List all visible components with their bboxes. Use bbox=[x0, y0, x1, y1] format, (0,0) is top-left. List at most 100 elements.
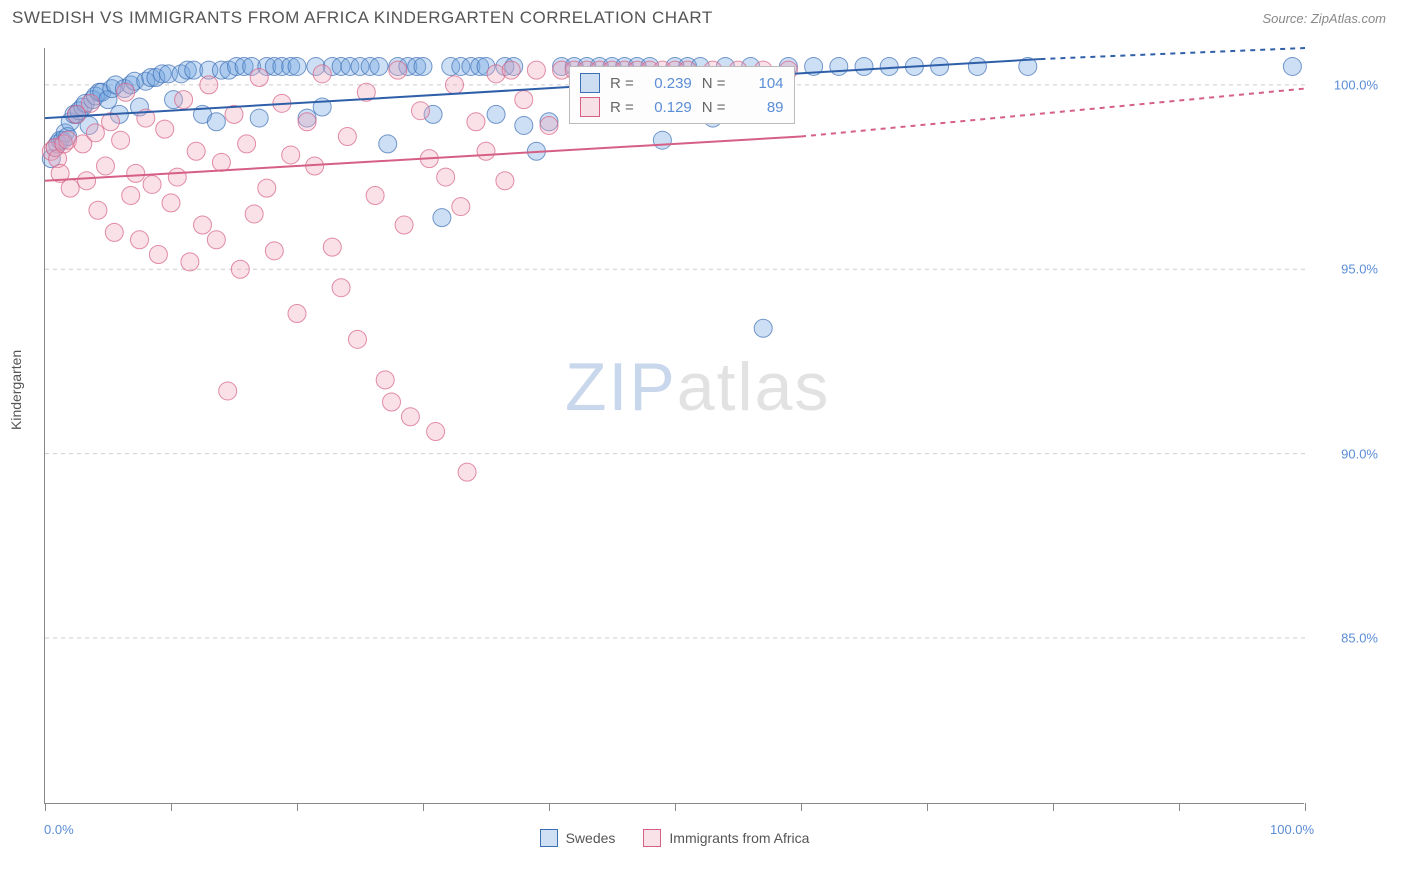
data-point bbox=[830, 57, 848, 75]
data-point bbox=[288, 305, 306, 323]
data-point bbox=[288, 57, 306, 75]
data-point bbox=[1283, 57, 1301, 75]
y-tick-label: 95.0% bbox=[1341, 262, 1378, 277]
stat-r-value: 0.129 bbox=[644, 99, 692, 116]
data-point bbox=[427, 423, 445, 441]
data-point bbox=[89, 201, 107, 219]
x-tick bbox=[1179, 803, 1180, 811]
stat-n-value: 104 bbox=[736, 75, 784, 92]
x-tick bbox=[549, 803, 550, 811]
data-point bbox=[379, 135, 397, 153]
stat-r-label: R = bbox=[610, 75, 634, 92]
data-point bbox=[880, 57, 898, 75]
legend-label: Immigrants from Africa bbox=[669, 830, 809, 846]
trend-line-dashed bbox=[1040, 48, 1305, 59]
data-point bbox=[122, 187, 140, 205]
data-point bbox=[855, 57, 873, 75]
data-point bbox=[540, 116, 558, 134]
data-point bbox=[105, 223, 123, 241]
legend-label: Swedes bbox=[566, 830, 616, 846]
data-point bbox=[168, 168, 186, 186]
data-point bbox=[61, 179, 79, 197]
data-point bbox=[149, 246, 167, 264]
stats-legend-box: R =0.239N =104R =0.129N =89 bbox=[569, 66, 795, 124]
x-tick-label-left: 0.0% bbox=[44, 822, 74, 837]
data-point bbox=[238, 135, 256, 153]
stat-n-label: N = bbox=[702, 75, 726, 92]
data-point bbox=[515, 116, 533, 134]
data-point bbox=[86, 124, 104, 142]
data-point bbox=[112, 131, 130, 149]
data-point bbox=[207, 113, 225, 131]
data-point bbox=[348, 330, 366, 348]
data-point bbox=[78, 172, 96, 190]
data-point bbox=[250, 69, 268, 87]
y-axis-label: Kindergarten bbox=[8, 350, 24, 430]
chart-svg bbox=[45, 48, 1304, 803]
data-point bbox=[437, 168, 455, 186]
x-tick bbox=[1305, 803, 1306, 811]
data-point bbox=[395, 216, 413, 234]
data-point bbox=[931, 57, 949, 75]
data-point bbox=[515, 91, 533, 109]
y-tick-label: 100.0% bbox=[1334, 77, 1378, 92]
stat-n-label: N = bbox=[702, 99, 726, 116]
data-point bbox=[366, 187, 384, 205]
data-point bbox=[313, 65, 331, 83]
data-point bbox=[131, 231, 149, 249]
y-tick-label: 90.0% bbox=[1341, 446, 1378, 461]
trend-line-dashed bbox=[801, 89, 1305, 137]
data-point bbox=[376, 371, 394, 389]
data-point bbox=[265, 242, 283, 260]
legend-bottom: Swedes Immigrants from Africa bbox=[45, 829, 1304, 847]
data-point bbox=[127, 164, 145, 182]
x-tick-label-right: 100.0% bbox=[1270, 822, 1314, 837]
swatch-icon bbox=[580, 97, 600, 117]
data-point bbox=[389, 61, 407, 79]
data-point bbox=[496, 172, 514, 190]
swatch-icon bbox=[643, 829, 661, 847]
x-tick bbox=[927, 803, 928, 811]
source-label: Source: ZipAtlas.com bbox=[1262, 11, 1386, 26]
stat-r-value: 0.239 bbox=[644, 75, 692, 92]
data-point bbox=[81, 94, 99, 112]
swatch-icon bbox=[540, 829, 558, 847]
data-point bbox=[477, 142, 495, 160]
chart-title: SWEDISH VS IMMIGRANTS FROM AFRICA KINDER… bbox=[12, 8, 713, 28]
data-point bbox=[200, 76, 218, 94]
x-tick bbox=[297, 803, 298, 811]
data-point bbox=[338, 128, 356, 146]
data-point bbox=[467, 113, 485, 131]
data-point bbox=[383, 393, 401, 411]
data-point bbox=[156, 120, 174, 138]
data-point bbox=[458, 463, 476, 481]
data-point bbox=[298, 113, 316, 131]
data-point bbox=[754, 319, 772, 337]
data-point bbox=[527, 61, 545, 79]
stat-n-value: 89 bbox=[736, 99, 784, 116]
data-point bbox=[370, 57, 388, 75]
x-tick bbox=[423, 803, 424, 811]
data-point bbox=[117, 83, 135, 101]
data-point bbox=[212, 153, 230, 171]
data-point bbox=[452, 198, 470, 216]
data-point bbox=[411, 102, 429, 120]
data-point bbox=[433, 209, 451, 227]
swatch-icon bbox=[580, 73, 600, 93]
data-point bbox=[414, 57, 432, 75]
x-tick bbox=[1053, 803, 1054, 811]
data-point bbox=[175, 91, 193, 109]
data-point bbox=[250, 109, 268, 127]
data-point bbox=[207, 231, 225, 249]
data-point bbox=[162, 194, 180, 212]
trend-line bbox=[45, 137, 801, 181]
data-point bbox=[401, 408, 419, 426]
y-tick-label: 85.0% bbox=[1341, 631, 1378, 646]
data-point bbox=[282, 146, 300, 164]
data-point bbox=[323, 238, 341, 256]
data-point bbox=[181, 253, 199, 271]
data-point bbox=[187, 142, 205, 160]
x-tick bbox=[801, 803, 802, 811]
data-point bbox=[446, 76, 464, 94]
data-point bbox=[219, 382, 237, 400]
